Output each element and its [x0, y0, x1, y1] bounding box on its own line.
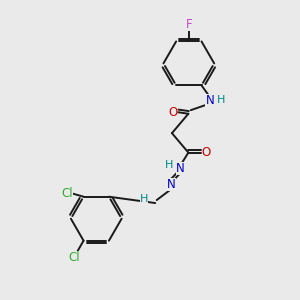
Text: O: O — [168, 106, 178, 119]
Text: H: H — [164, 160, 173, 170]
Text: H: H — [140, 194, 148, 205]
Text: H: H — [217, 95, 225, 105]
Text: Cl: Cl — [61, 187, 73, 200]
Text: N: N — [167, 178, 176, 191]
Text: Cl: Cl — [69, 250, 80, 264]
Text: N: N — [206, 94, 214, 107]
Text: O: O — [202, 146, 211, 159]
Text: N: N — [176, 162, 184, 175]
Text: F: F — [185, 19, 192, 32]
